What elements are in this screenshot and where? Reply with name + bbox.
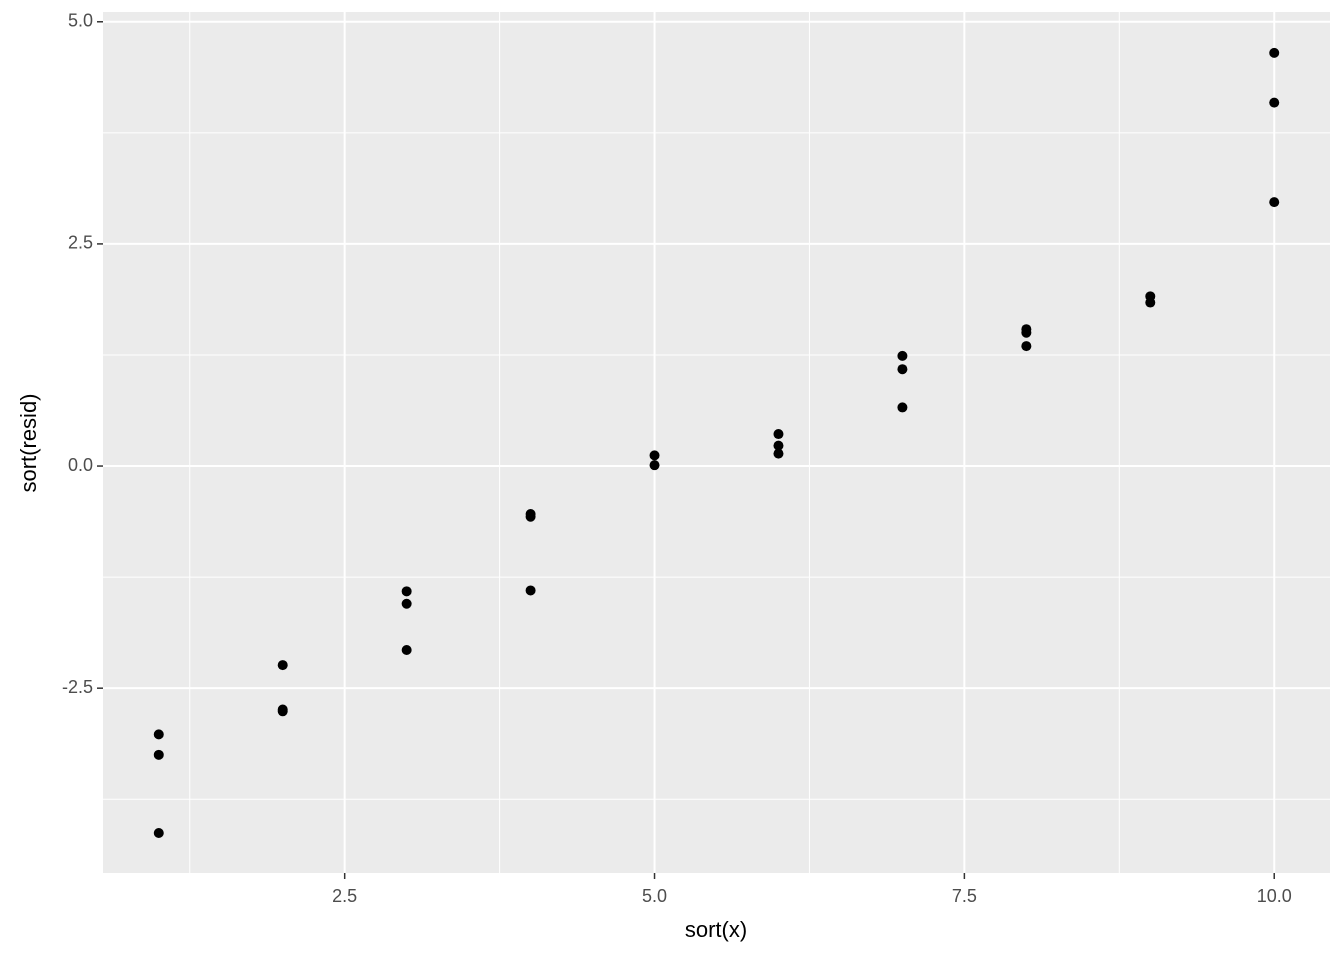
point — [649, 460, 660, 471]
point — [1145, 297, 1156, 308]
panel — [103, 12, 1330, 873]
y-tick-label: -2.5 — [62, 677, 93, 697]
point — [897, 402, 908, 413]
point — [897, 350, 908, 361]
x-tick-label: 5.0 — [642, 886, 667, 906]
point — [1021, 341, 1032, 352]
point — [401, 586, 412, 597]
point — [1021, 327, 1032, 338]
point — [277, 706, 288, 717]
point — [773, 448, 784, 459]
point — [525, 511, 536, 522]
point — [1269, 97, 1280, 108]
point — [773, 429, 784, 440]
y-tick-label: 2.5 — [68, 233, 93, 253]
x-axis-title: sort(x) — [685, 917, 747, 942]
point — [401, 644, 412, 655]
point — [649, 450, 660, 461]
point — [401, 598, 412, 609]
point — [1269, 47, 1280, 58]
point — [1269, 197, 1280, 208]
y-tick-label: 0.0 — [68, 455, 93, 475]
point — [153, 749, 164, 760]
point — [897, 364, 908, 375]
x-tick-label: 7.5 — [952, 886, 977, 906]
point — [525, 585, 536, 596]
y-axis-title: sort(resid) — [16, 393, 41, 492]
x-tick-label: 10.0 — [1257, 886, 1292, 906]
point — [773, 440, 784, 451]
point — [277, 660, 288, 671]
point — [153, 729, 164, 740]
point — [153, 828, 164, 839]
x-tick-label: 2.5 — [332, 886, 357, 906]
y-tick-label: 5.0 — [68, 11, 93, 31]
